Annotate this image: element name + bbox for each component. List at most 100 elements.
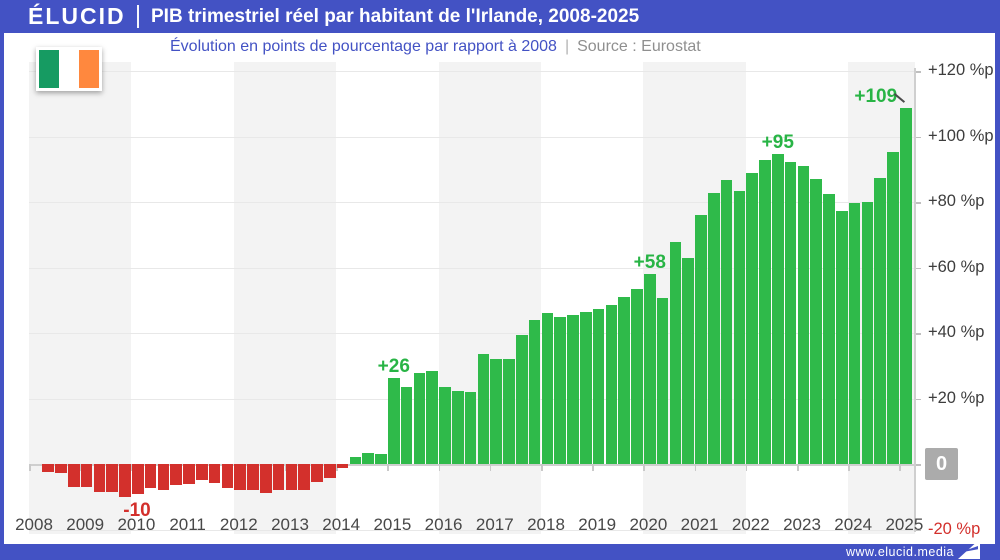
x-axis-label: 2011	[169, 515, 206, 534]
bar	[605, 304, 618, 465]
bar	[887, 151, 899, 465]
source-label: Source : Eurostat	[577, 38, 701, 55]
bar	[477, 353, 490, 465]
x-axis-label: 2013	[271, 515, 309, 534]
x-axis-label: 2020	[629, 515, 668, 534]
bar	[336, 464, 349, 469]
bar	[899, 107, 912, 465]
bar	[797, 166, 810, 465]
flag-stripe-green	[39, 50, 59, 88]
bar	[861, 202, 874, 465]
flag-stripe-white	[59, 50, 79, 88]
bar	[541, 313, 554, 465]
axis-tick	[914, 71, 921, 73]
x-axis-tick	[438, 464, 441, 472]
gridline	[29, 333, 914, 335]
x-axis-label: 2016	[424, 515, 463, 534]
bar	[413, 373, 426, 465]
gridline	[29, 71, 914, 73]
bar	[771, 153, 784, 465]
subtitle-separator: |	[564, 38, 570, 55]
bar	[400, 386, 413, 465]
frame-border-right	[995, 0, 1000, 560]
bar	[131, 464, 144, 495]
x-axis-label: 2010	[117, 515, 156, 534]
bar	[669, 241, 682, 465]
y-axis-label: +100 %p	[928, 126, 994, 145]
chart-subtitle: Évolution en points de pourcentage par r…	[170, 33, 701, 60]
bar	[426, 371, 439, 465]
x-axis-tick	[643, 464, 645, 472]
y-axis-label: +20 %p	[928, 388, 985, 407]
x-axis-tick	[797, 464, 799, 472]
axis-tick	[914, 333, 921, 335]
header-divider	[137, 5, 139, 28]
elucid-flag-icon	[958, 539, 980, 559]
bar	[707, 193, 720, 465]
bar	[272, 464, 285, 490]
y-axis-label: +80 %p	[928, 192, 985, 211]
x-axis-tick	[848, 464, 850, 472]
bar	[848, 203, 861, 465]
x-axis-label: 2024	[834, 515, 873, 534]
bar	[221, 464, 234, 489]
x-axis-tick	[899, 464, 901, 472]
bar	[259, 464, 272, 493]
annotation: +109	[854, 85, 898, 107]
bar	[810, 179, 823, 465]
x-axis-label: 2017	[475, 515, 514, 534]
bar	[119, 464, 131, 498]
axis-tick	[914, 464, 921, 466]
frame-border-left	[0, 0, 4, 560]
bar	[93, 464, 106, 492]
x-axis-label: 2019	[578, 515, 617, 534]
bar	[695, 215, 707, 465]
x-axis-tick	[387, 464, 389, 472]
bar	[823, 194, 835, 465]
x-axis-tick	[592, 464, 594, 472]
x-axis-tick	[745, 464, 748, 472]
x-axis-label: 2009	[66, 515, 105, 534]
axis-tick	[914, 398, 921, 401]
axis-tick	[914, 267, 921, 270]
bar	[656, 297, 669, 465]
bar	[682, 258, 695, 465]
x-axis-label: 2021	[680, 515, 719, 534]
bar	[387, 377, 400, 465]
bar	[464, 391, 477, 465]
bar	[567, 314, 579, 465]
bar	[515, 334, 528, 465]
elucid-flag-blue	[961, 546, 978, 552]
x-axis-label: 2012	[219, 515, 258, 534]
bar	[451, 390, 464, 465]
bar	[720, 179, 733, 465]
x-axis-tick	[541, 464, 543, 472]
gridline	[29, 202, 914, 204]
x-axis-label: 2008	[15, 515, 53, 534]
x-axis-label: 2018	[527, 515, 565, 534]
ireland-flag-icon	[36, 47, 102, 91]
bar	[490, 359, 503, 465]
bar	[503, 359, 515, 465]
elucid-logo: ÉLUCID	[28, 3, 126, 29]
bar	[42, 464, 55, 473]
bar	[80, 464, 93, 487]
bar	[362, 452, 375, 465]
zero-badge: 0	[925, 448, 958, 480]
x-axis-tick	[29, 464, 31, 472]
x-axis-label: 2023	[783, 515, 821, 534]
bar	[55, 464, 67, 474]
bar	[439, 387, 451, 465]
axis-tick	[914, 136, 921, 139]
x-axis-label: 2014	[322, 515, 361, 534]
x-axis-tick	[694, 464, 697, 472]
bar	[195, 464, 208, 481]
background-stripe	[233, 62, 337, 534]
annotation: +95	[761, 131, 794, 153]
bar	[375, 453, 387, 465]
bar	[874, 177, 887, 465]
x-axis-tick	[489, 464, 492, 472]
x-axis-label: 2025	[885, 515, 924, 534]
